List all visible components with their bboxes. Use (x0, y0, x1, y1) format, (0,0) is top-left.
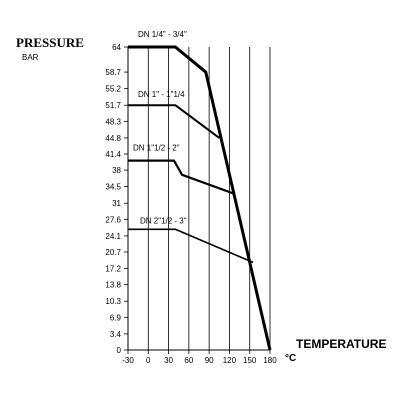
series-label: DN 1/4" - 3/4" (138, 30, 187, 39)
y-tick-label: 48.3 (105, 117, 121, 126)
x-tick-label: 90 (205, 356, 214, 365)
y-tick-label: 44.8 (105, 134, 121, 143)
x-tick-labels: -30 0 30 60 90 120 150 180 (122, 350, 277, 365)
series-label: DN 2"1/2 - 3" (140, 216, 187, 225)
x-tick-label: 120 (223, 356, 237, 365)
x-axis-title: TEMPERATURE (296, 337, 386, 351)
y-tick-label: 64 (112, 43, 121, 52)
x-tick-label: 30 (164, 356, 173, 365)
x-tick-label: -30 (122, 356, 134, 365)
y-tick-label: 17.2 (105, 265, 121, 274)
y-tick-label: 13.8 (105, 281, 121, 290)
y-tick-label: 51.7 (105, 101, 121, 110)
y-tick-labels: 0 3.4 6.9 10.3 13.8 17.2 20.7 24.1 27.6 31 34.5 38 4… (105, 43, 128, 355)
series-labels: DN 1/4" - 3/4" DN 1" - 1"1/4 DN 1"1/2 - 2"… (133, 30, 187, 225)
y-axis-unit: BAR (22, 53, 39, 62)
series-line (128, 45, 272, 351)
x-axis-unit: °C (285, 353, 296, 364)
series-line (128, 228, 254, 264)
x-tick-label: 0 (146, 356, 151, 365)
y-tick-label: 3.4 (110, 330, 122, 339)
y-tick-label: 41.4 (105, 150, 121, 159)
y-tick-label: 27.6 (105, 215, 121, 224)
series-label: DN 1" - 1"1/4 (138, 90, 185, 99)
y-tick-label: 6.9 (110, 313, 122, 322)
y-tick-label: 31 (112, 199, 121, 208)
series-lines (128, 45, 272, 351)
series-line (128, 159, 235, 195)
x-tick-label: 60 (184, 356, 193, 365)
y-tick-label: 55.2 (105, 85, 121, 94)
y-tick-label: 38 (112, 166, 121, 175)
y-tick-label: 20.7 (105, 248, 121, 257)
series-label: DN 1"1/2 - 2" (133, 144, 180, 153)
axes (127, 47, 270, 351)
y-tick-label: 0 (117, 346, 122, 355)
series-line (128, 104, 220, 139)
y-tick-label: 58.7 (105, 68, 121, 77)
grid (147, 47, 271, 350)
y-tick-label: 10.3 (105, 297, 121, 306)
x-tick-label: 150 (243, 356, 257, 365)
x-tick-label: 180 (263, 356, 277, 365)
y-tick-label: 24.1 (105, 232, 121, 241)
y-tick-label: 34.5 (105, 183, 121, 192)
y-axis-title: PRESSURE (16, 35, 84, 50)
